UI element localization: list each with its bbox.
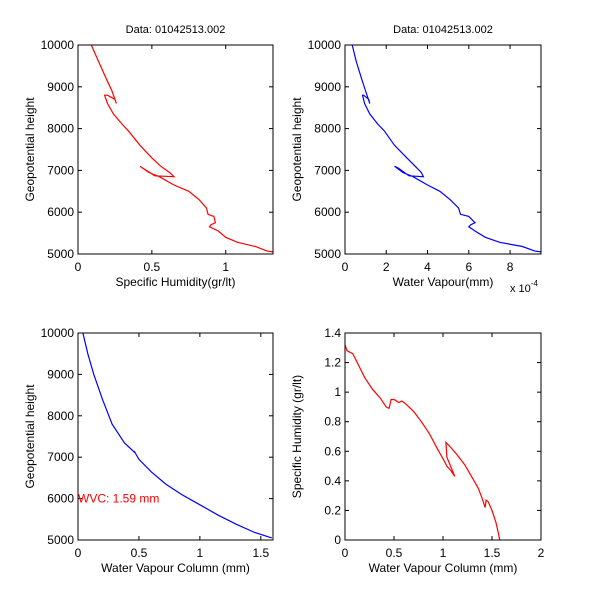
y-tick-label: 0.8: [324, 415, 341, 429]
y-axis-label: Geopotential height: [23, 97, 37, 202]
axes-box: [77, 332, 274, 541]
x-tick-label: 8: [507, 260, 514, 274]
series-line: [82, 332, 272, 539]
y-tick-label: 1.4: [324, 326, 341, 340]
x-axis-label: Water Vapour Column (mm): [101, 561, 250, 575]
axes-3: 0 0.5 1 1.5 5000 6000 7000 8000 9000 10000 Water V…: [23, 326, 274, 575]
multiplier-exponent: -4: [531, 279, 539, 288]
axes-box: [344, 44, 542, 255]
y-tick-label: 6000: [314, 205, 341, 219]
x-tick-label: 1.5: [252, 546, 269, 560]
axes-box: [344, 332, 542, 541]
axes-2: 0 2 4 6 8 5000 6000 7000 8000 9000 10000 Data: 0104…: [290, 24, 542, 295]
y-tick-label: 5000: [314, 247, 341, 261]
x-tick-label: 1: [222, 260, 229, 274]
y-tick-label: 8000: [47, 409, 74, 423]
x-tick-label: 1.5: [484, 546, 501, 560]
x-tick-label: 2: [538, 546, 545, 560]
x-tick-label: 2: [383, 260, 390, 274]
axes-box: [77, 44, 274, 255]
y-tick-label: 1: [334, 385, 341, 399]
x-tick-label: 1: [197, 546, 204, 560]
series-line: [90, 44, 274, 253]
chart-title: Data: 01042513.002: [126, 24, 226, 36]
y-tick-label: 5000: [47, 533, 74, 547]
y-tick-label: 8000: [47, 122, 74, 136]
x-tick-label: 0: [342, 260, 349, 274]
y-tick-label: 7000: [47, 163, 74, 177]
x-axis-label: Water Vapour Column (mm): [369, 561, 518, 575]
y-tick-label: 10000: [41, 326, 75, 340]
x-axis-multiplier: x 10-4: [510, 279, 538, 295]
y-tick-label: 10000: [308, 38, 342, 52]
x-tick-label: 0: [75, 260, 82, 274]
y-tick-label: 10000: [41, 38, 75, 52]
x-tick-label: 1: [440, 546, 447, 560]
x-axis-label: Water Vapour(mm): [393, 275, 494, 289]
y-tick-label: 8000: [314, 122, 341, 136]
x-tick-label: 0: [75, 546, 82, 560]
y-tick-label: 0.2: [324, 503, 341, 517]
y-axis-label: Geopotential height: [23, 384, 37, 489]
y-tick-label: 5000: [47, 247, 74, 261]
x-tick-label: 4: [424, 260, 431, 274]
y-tick-label: 9000: [47, 80, 74, 94]
y-tick-label: 0.6: [324, 444, 341, 458]
y-axis-label: Specific Humidity (gr/lt): [290, 375, 304, 498]
series-line: [344, 344, 501, 541]
y-tick-label: 0: [334, 533, 341, 547]
x-tick-label: 0.5: [144, 260, 161, 274]
y-tick-label: 9000: [314, 80, 341, 94]
y-tick-label: 9000: [47, 367, 74, 381]
x-tick-label: 0: [342, 546, 349, 560]
y-tick-label: 7000: [47, 450, 74, 464]
chart-title: Data: 01042513.002: [393, 24, 493, 36]
wvc-annotation: WVC: 1.59 mm: [78, 492, 159, 506]
y-axis-label: Geopotential height: [290, 97, 304, 202]
series-line: [351, 44, 542, 253]
y-tick-label: 6000: [47, 205, 74, 219]
axes-4: 0 0.5 1 1.5 2 0 0.2 0.4 0.6 0.8 1 1.2 1.4 Water Vapou…: [290, 326, 545, 575]
x-tick-label: 0.5: [386, 546, 403, 560]
x-tick-label: 0.5: [131, 546, 148, 560]
axes-1: 0 0.5 1 5000 6000 7000 8000 9000 10000 Data: 0104…: [23, 24, 274, 289]
x-axis-label: Specific Humidity(gr/lt): [115, 275, 235, 289]
y-tick-label: 6000: [47, 492, 74, 506]
y-tick-label: 7000: [314, 163, 341, 177]
y-tick-label: 1.2: [324, 356, 341, 370]
y-tick-label: 0.4: [324, 474, 341, 488]
x-tick-label: 6: [465, 260, 472, 274]
